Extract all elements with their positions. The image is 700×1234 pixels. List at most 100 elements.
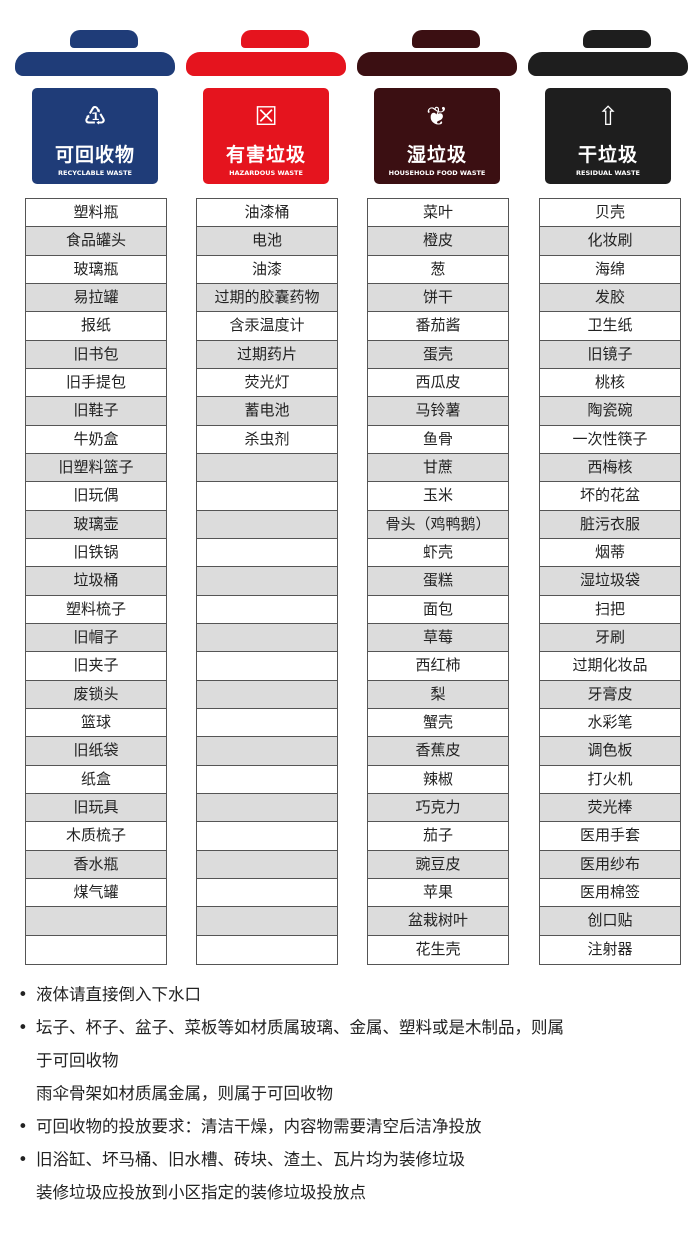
table-cell: 烟蒂 — [540, 539, 680, 568]
table-cell: 甘蔗 — [368, 453, 508, 483]
note-text: 雨伞骨架如材质属金属，则属于可回收物 — [36, 1084, 333, 1103]
table-cell: 西瓜皮 — [368, 369, 508, 398]
table-cell: 玻璃壶 — [26, 510, 166, 539]
table-cell: 过期的胶囊药物 — [197, 283, 337, 313]
table-cell: 面包 — [368, 596, 508, 624]
table-cell — [197, 539, 337, 568]
bin-lid-handle — [583, 30, 651, 48]
table-cell: 废锁头 — [26, 680, 166, 709]
table-cell: 鱼骨 — [368, 426, 508, 454]
table-cell: 贝壳 — [540, 199, 680, 228]
table-cell — [197, 766, 337, 794]
table-cell — [26, 907, 166, 936]
note-text: 液体请直接倒入下水口 — [36, 985, 201, 1004]
bullet: • — [18, 1150, 28, 1169]
table-cell — [197, 596, 337, 624]
bin-subtitle: RECYCLABLE WASTE — [58, 169, 132, 177]
table-cell: 塑料梳子 — [26, 596, 166, 624]
bullet: • — [18, 1018, 28, 1037]
table-cell: 旧鞋子 — [26, 397, 166, 426]
table-cell: 化妆刷 — [540, 227, 680, 256]
table-cell: 旧铁锅 — [26, 539, 166, 568]
table-cell: 旧玩具 — [26, 793, 166, 823]
table-cell: 医用手套 — [540, 822, 680, 851]
food-waste-icon: ❦ — [426, 102, 448, 132]
table-cell: 蛋壳 — [368, 340, 508, 369]
table-cell: 荧光灯 — [197, 369, 337, 398]
table-cell — [197, 567, 337, 596]
table-cell — [197, 680, 337, 709]
note-text: 坛子、杯子、盆子、菜板等如材质属玻璃、金属、塑料或是木制品，则属 — [36, 1018, 564, 1037]
table-cell: 含汞温度计 — [197, 312, 337, 341]
bin-food: ❦ 湿垃圾 HOUSEHOLD FOOD WASTE — [357, 22, 517, 187]
table-cell: 草莓 — [368, 623, 508, 653]
note-text: 旧浴缸、坏马桶、旧水槽、砖块、渣土、瓦片均为装修垃圾 — [36, 1150, 465, 1169]
table-cell: 过期化妆品 — [540, 652, 680, 681]
table-cell: 梨 — [368, 680, 508, 709]
note-line: • 旧浴缸、坏马桶、旧水槽、砖块、渣土、瓦片均为装修垃圾 — [18, 1143, 564, 1176]
table-cell: 杀虫剂 — [197, 426, 337, 454]
bin-residual: ⇧ 干垃圾 RESIDUAL WASTE — [528, 22, 688, 187]
table-cell: 油漆 — [197, 256, 337, 284]
table-cell: 发胶 — [540, 283, 680, 313]
table-cell: 桃核 — [540, 369, 680, 398]
table-cell — [197, 652, 337, 681]
table-cell: 电池 — [197, 227, 337, 256]
bin-lid — [186, 52, 346, 76]
table-cell: 卫生纸 — [540, 312, 680, 341]
bin-subtitle: RESIDUAL WASTE — [576, 169, 640, 177]
column-residual: 贝壳 化妆刷 海绵 发胶 卫生纸 旧镜子 桃核 陶瓷碗 一次性筷子 西梅核 坏的花盆 脏污衣服 烟蒂 湿垃… — [539, 198, 681, 965]
table-cell: 玻璃瓶 — [26, 256, 166, 284]
table-cell: 打火机 — [540, 766, 680, 794]
table-cell: 豌豆皮 — [368, 850, 508, 879]
table-cell — [197, 879, 337, 908]
table-cell — [197, 623, 337, 653]
table-cell: 脏污衣服 — [540, 510, 680, 539]
note-text: 于可回收物 — [36, 1051, 119, 1070]
table-cell: 菜叶 — [368, 199, 508, 228]
note-text: 可回收物的投放要求：清洁干燥，内容物需要清空后洁净投放 — [36, 1117, 482, 1136]
table-cell: 苹果 — [368, 879, 508, 908]
table-cell: 蟹壳 — [368, 709, 508, 738]
table-cell: 旧手提包 — [26, 369, 166, 398]
table-cell: 香蕉皮 — [368, 737, 508, 766]
note-text: 装修垃圾应投放到小区指定的装修垃圾投放点 — [36, 1183, 366, 1202]
table-cell: 医用纱布 — [540, 850, 680, 879]
table-cell: 调色板 — [540, 737, 680, 766]
table-cell: 西红柿 — [368, 652, 508, 681]
table-cell — [26, 936, 166, 964]
table-cell: 蓄电池 — [197, 397, 337, 426]
table-cell: 旧塑料篮子 — [26, 453, 166, 483]
table-cell: 过期药片 — [197, 340, 337, 369]
table-cell: 塑料瓶 — [26, 199, 166, 228]
table-cell: 牙膏皮 — [540, 680, 680, 709]
table-cell: 一次性筷子 — [540, 426, 680, 454]
table-cell: 旧镜子 — [540, 340, 680, 369]
table-cell: 扫把 — [540, 596, 680, 624]
table-cell: 旧玩偶 — [26, 482, 166, 511]
table-cell: 陶瓷碗 — [540, 397, 680, 426]
table-cell: 虾壳 — [368, 539, 508, 568]
bin-subtitle: HOUSEHOLD FOOD WASTE — [388, 169, 486, 177]
table-cell: 报纸 — [26, 312, 166, 341]
bin-title: 有害垃圾 — [225, 144, 306, 166]
bullet: • — [18, 985, 28, 1004]
table-cell: 坏的花盆 — [540, 482, 680, 511]
bin-label-panel: ⇧ 干垃圾 RESIDUAL WASTE — [545, 88, 671, 184]
table-cell: 马铃薯 — [368, 397, 508, 426]
table-cell: 油漆桶 — [197, 199, 337, 228]
bin-lid-handle — [70, 30, 138, 48]
residual-arrow-icon: ⇧ — [597, 102, 619, 132]
bin-title: 湿垃圾 — [406, 144, 467, 166]
table-cell: 创口贴 — [540, 907, 680, 936]
table-cell: 注射器 — [587, 939, 633, 958]
bin-label-panel: ♳ 可回收物 RECYCLABLE WASTE — [32, 88, 158, 184]
hazardous-battery-icon: ☒ — [254, 102, 278, 132]
bin-lid — [15, 52, 175, 76]
table-cell: 海绵 — [540, 256, 680, 284]
note-line: • 液体请直接倒入下水口 — [18, 978, 564, 1011]
table-cell — [197, 709, 337, 738]
table-cell: 医用棉签 — [540, 879, 680, 908]
table-cell: 葱 — [368, 256, 508, 284]
bin-recyclable: ♳ 可回收物 RECYCLABLE WASTE — [15, 22, 175, 187]
